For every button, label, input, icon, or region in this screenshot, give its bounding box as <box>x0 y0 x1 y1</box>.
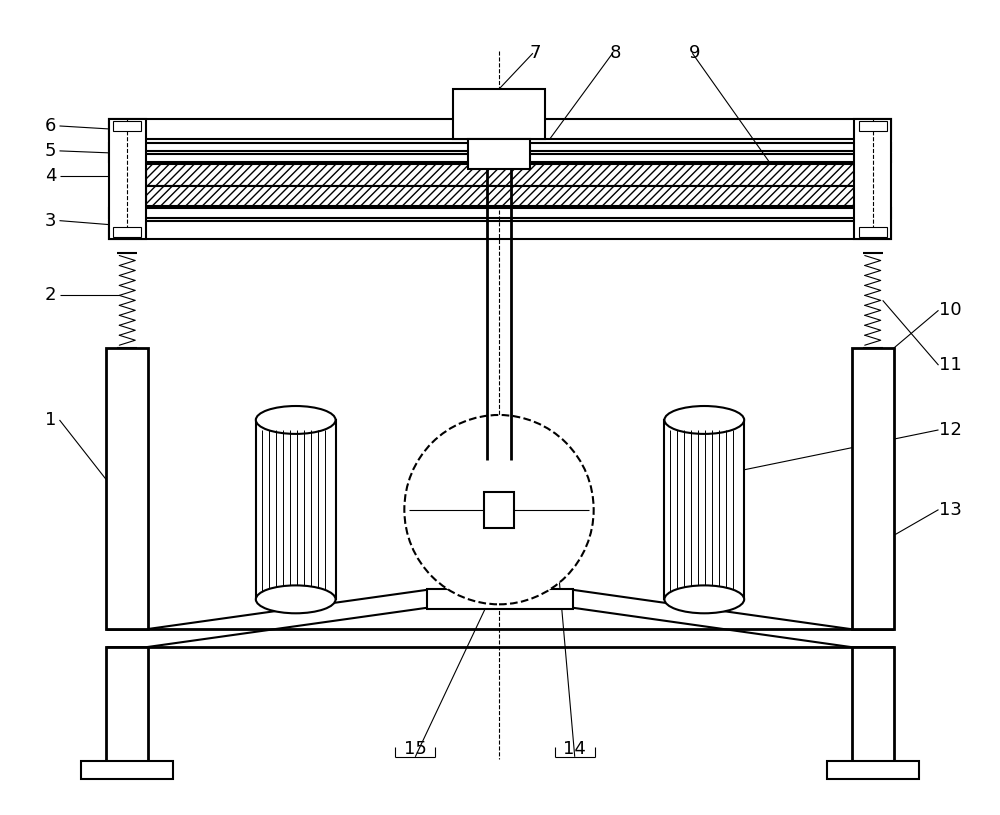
Bar <box>859 227 887 236</box>
Bar <box>256 420 336 599</box>
Bar <box>109 154 891 162</box>
Text: 3: 3 <box>45 212 57 230</box>
Bar <box>106 647 148 773</box>
Text: 7: 7 <box>530 44 541 62</box>
Bar <box>468 139 530 169</box>
Text: 15: 15 <box>404 740 427 758</box>
Ellipse shape <box>664 585 744 614</box>
Bar <box>427 589 573 610</box>
Bar <box>146 164 856 186</box>
Bar <box>146 186 856 205</box>
Bar <box>484 491 514 527</box>
Bar <box>109 119 891 139</box>
Text: 6: 6 <box>45 117 57 135</box>
Bar <box>106 348 148 629</box>
Bar <box>113 121 141 131</box>
Text: 9: 9 <box>689 44 701 62</box>
Bar <box>109 119 146 239</box>
Text: 4: 4 <box>45 167 57 185</box>
Bar <box>852 348 894 629</box>
Bar <box>453 89 545 139</box>
Text: 2: 2 <box>45 286 57 304</box>
Bar <box>109 221 891 239</box>
Text: 1: 1 <box>45 411 57 429</box>
Text: 14: 14 <box>563 740 586 758</box>
Text: 11: 11 <box>939 356 961 374</box>
Ellipse shape <box>256 406 336 434</box>
Ellipse shape <box>256 585 336 614</box>
Text: 10: 10 <box>939 302 961 319</box>
Bar <box>109 208 891 218</box>
Text: 5: 5 <box>45 142 57 160</box>
Bar <box>113 227 141 236</box>
Bar <box>81 760 173 778</box>
Bar <box>827 760 919 778</box>
Circle shape <box>404 415 594 605</box>
Text: 12: 12 <box>939 421 961 439</box>
Bar <box>852 647 894 773</box>
Ellipse shape <box>664 406 744 434</box>
Text: 13: 13 <box>939 500 961 518</box>
Text: 8: 8 <box>610 44 621 62</box>
Bar <box>109 143 891 151</box>
Bar <box>859 121 887 131</box>
Bar <box>664 420 744 599</box>
Bar <box>854 119 891 239</box>
